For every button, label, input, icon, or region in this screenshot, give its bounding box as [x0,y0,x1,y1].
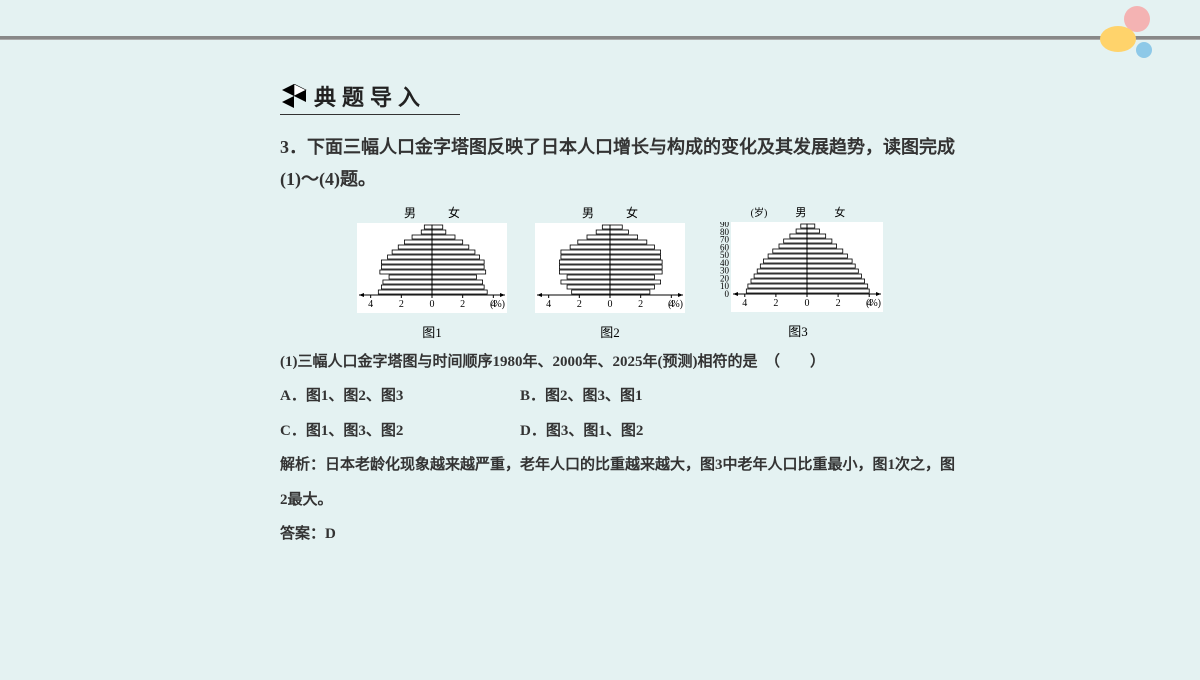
corner-decoration [1090,6,1160,66]
svg-text:0: 0 [725,289,730,299]
svg-text:4: 4 [368,299,373,310]
figure-3-caption: 图3 [713,321,883,340]
section-title: 典题导入 [314,80,426,112]
answer-value: D [325,526,336,542]
figure-3: (岁) 男 女 42024(%)9080706050403020100 图3 [713,204,883,341]
figure-1: 男 女 42024(%) 图1 [357,204,507,341]
svg-text:(%): (%) [866,298,881,309]
svg-text:0: 0 [430,299,435,310]
svg-text:2: 2 [399,299,404,310]
figure-1-caption: 图1 [357,322,507,341]
svg-text:0: 0 [805,298,810,309]
male-label: 男 [404,204,416,221]
option-b: B．图2、图3、图1 [520,379,760,414]
svg-text:4: 4 [546,299,551,310]
explanation: 解析：日本老龄化现象越来越严重，老年人口的比重越来越大，图3中老年人口比重最小，… [280,448,960,517]
figure-2: 男 女 42024(%) 图2 [535,204,685,341]
question-stem: 3．下面三幅人口金字塔图反映了日本人口增长与构成的变化及其发展趋势，读图完成(1… [280,131,960,196]
svg-text:2: 2 [460,299,465,310]
option-d: D．图3、图1、图2 [520,414,760,449]
options-row-2: C．图1、图3、图2 D．图3、图1、图2 [280,414,960,449]
svg-text:4: 4 [742,298,747,309]
pyramid-figures: 男 女 42024(%) 图1 男 女 42024(%) 图2 (岁) 男 女 … [280,204,960,341]
female-label: 女 [448,204,460,221]
male-label: 男 [582,204,594,221]
svg-text:(%): (%) [490,299,505,310]
svg-text:2: 2 [773,298,778,309]
answer-label: 答案： [280,526,325,542]
female-label: 女 [626,204,638,221]
option-a: A．图1、图2、图3 [280,379,520,414]
svg-text:2: 2 [577,299,582,310]
question-number: 3． [280,137,307,157]
svg-text:(%): (%) [668,299,683,310]
pyramid-1-svg: 42024(%) [357,223,507,315]
explain-label: 解析： [280,457,325,473]
pyramid-3-svg: 42024(%)9080706050403020100 [713,222,883,314]
options-row-1: A．图1、图2、图3 B．图2、图3、图1 [280,379,960,414]
section-heading: 典题导入 [280,80,460,115]
pyramid-2-svg: 42024(%) [535,223,685,315]
figure-2-caption: 图2 [535,322,685,341]
svg-text:2: 2 [638,299,643,310]
question-text: 下面三幅人口金字塔图反映了日本人口增长与构成的变化及其发展趋势，读图完成(1)～… [280,137,955,189]
svg-text:2: 2 [836,298,841,309]
top-divider [0,36,1200,40]
answer-line: 答案：D [280,517,960,552]
explain-text: 日本老龄化现象越来越严重，老年人口的比重越来越大，图3中老年人口比重最小，图1次… [280,457,955,508]
age-unit-label: (岁) [751,204,768,220]
pinwheel-icon [280,84,308,108]
option-c: C．图1、图3、图2 [280,414,520,449]
female-label: 女 [834,204,845,220]
male-label: 男 [795,204,806,220]
svg-text:0: 0 [608,299,613,310]
slide-content: 典题导入 3．下面三幅人口金字塔图反映了日本人口增长与构成的变化及其发展趋势，读… [280,80,960,552]
sub-question: (1)三幅人口金字塔图与时间顺序1980年、2000年、2025年(预测)相符的… [280,345,960,380]
